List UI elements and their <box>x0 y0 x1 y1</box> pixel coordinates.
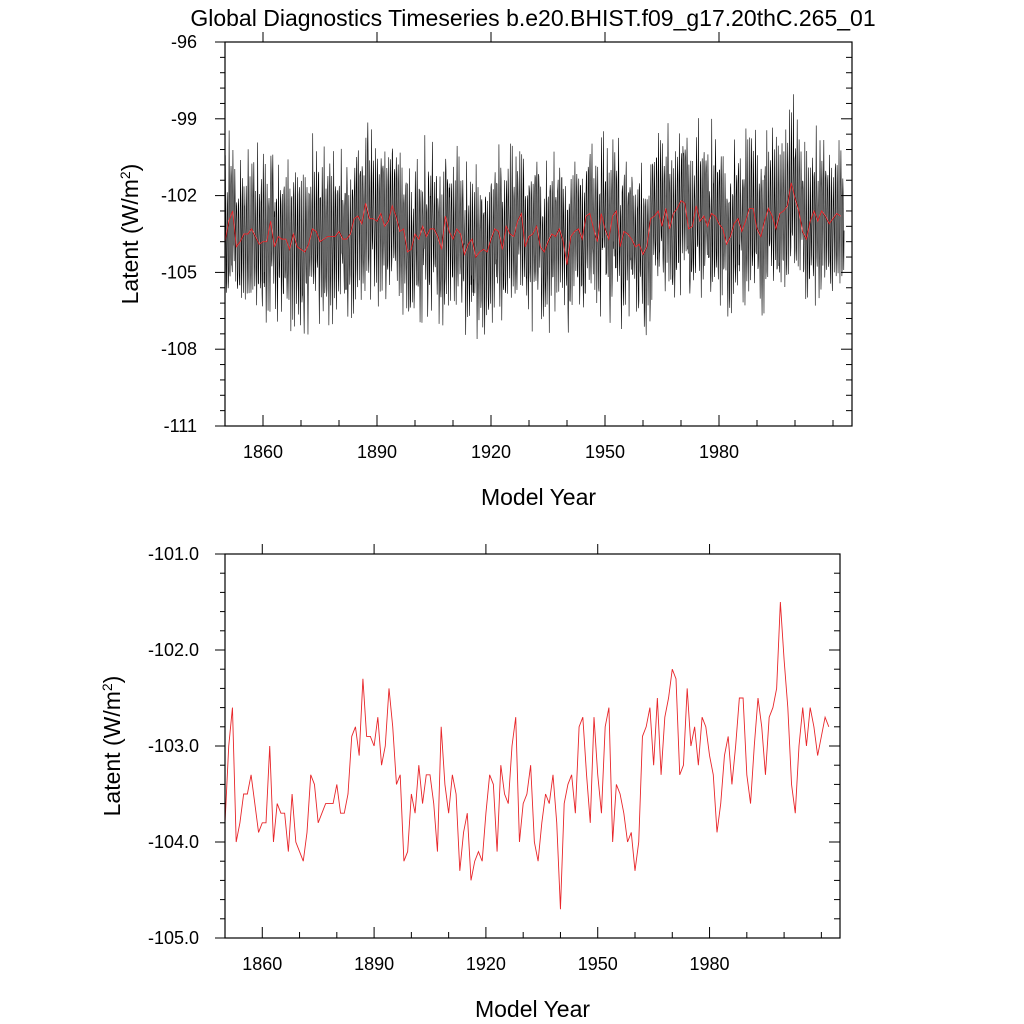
y-tick-label: -105.0 <box>148 928 199 948</box>
series-layer <box>224 94 845 339</box>
y-tick-label: -102 <box>161 186 197 206</box>
y-tick-label: -96 <box>171 32 197 52</box>
y-axis-label-superscript: 2 <box>99 683 115 691</box>
y-tick-label: -99 <box>171 109 197 129</box>
y-tick-label: -104.0 <box>148 832 199 852</box>
y-axis-label-close: ) <box>117 164 143 172</box>
y-axis-label-superscript: 2 <box>117 171 133 179</box>
plot-frame <box>224 553 841 939</box>
y-axis-label: Latent (W/m2) <box>117 164 143 305</box>
y-axis-label: Latent (W/m2) <box>99 676 125 817</box>
y-tick-label: -101.0 <box>148 544 199 564</box>
x-tick-label: 1950 <box>578 954 618 974</box>
series-layer <box>224 601 830 910</box>
annual-series-line <box>224 182 841 265</box>
x-tick-label: 1920 <box>471 442 511 462</box>
y-axis-label-main: Latent (W/m <box>117 179 143 304</box>
x-axis-label: Model Year <box>481 484 596 510</box>
x-axis-label: Model Year <box>475 996 590 1022</box>
y-tick-label: -103.0 <box>148 736 199 756</box>
x-tick-label: 1860 <box>243 442 283 462</box>
y-tick-label: -111 <box>164 416 197 436</box>
tick-labels: 1860 1890 1920 1950 1980 -111 -108 -105 -102 -99 -… <box>161 32 739 462</box>
plot-frame <box>224 41 853 427</box>
y-tick-label: -108 <box>161 339 197 359</box>
x-tick-label: 1890 <box>357 442 397 462</box>
monthly-timeseries-panel: 1860 1890 1920 1950 1980 -111 -108 -105 -102 -99 -… <box>117 32 853 510</box>
x-tick-label: 1890 <box>354 954 394 974</box>
tick-labels: 1860 1890 1920 1950 1980 -105.0 -104.0 -103.0 -1… <box>148 544 730 974</box>
x-tick-label: 1860 <box>242 954 282 974</box>
x-tick-label: 1920 <box>466 954 506 974</box>
annual-mean-panel: 1860 1890 1920 1950 1980 -105.0 -104.0 -103.0 -1… <box>99 544 841 1022</box>
x-tick-label: 1980 <box>690 954 730 974</box>
ticks-layer <box>215 544 840 939</box>
y-axis-label-main: Latent (W/m <box>99 691 125 816</box>
y-axis-label-close: ) <box>99 676 125 684</box>
x-tick-label: 1950 <box>585 442 625 462</box>
y-tick-label: -102.0 <box>148 640 199 660</box>
x-tick-label: 1980 <box>699 442 739 462</box>
annual-series-line <box>224 601 830 910</box>
monthly-series-line <box>224 94 845 339</box>
y-tick-label: -105 <box>161 262 197 282</box>
figure-title: Global Diagnostics Timeseries b.e20.BHIS… <box>190 5 875 31</box>
